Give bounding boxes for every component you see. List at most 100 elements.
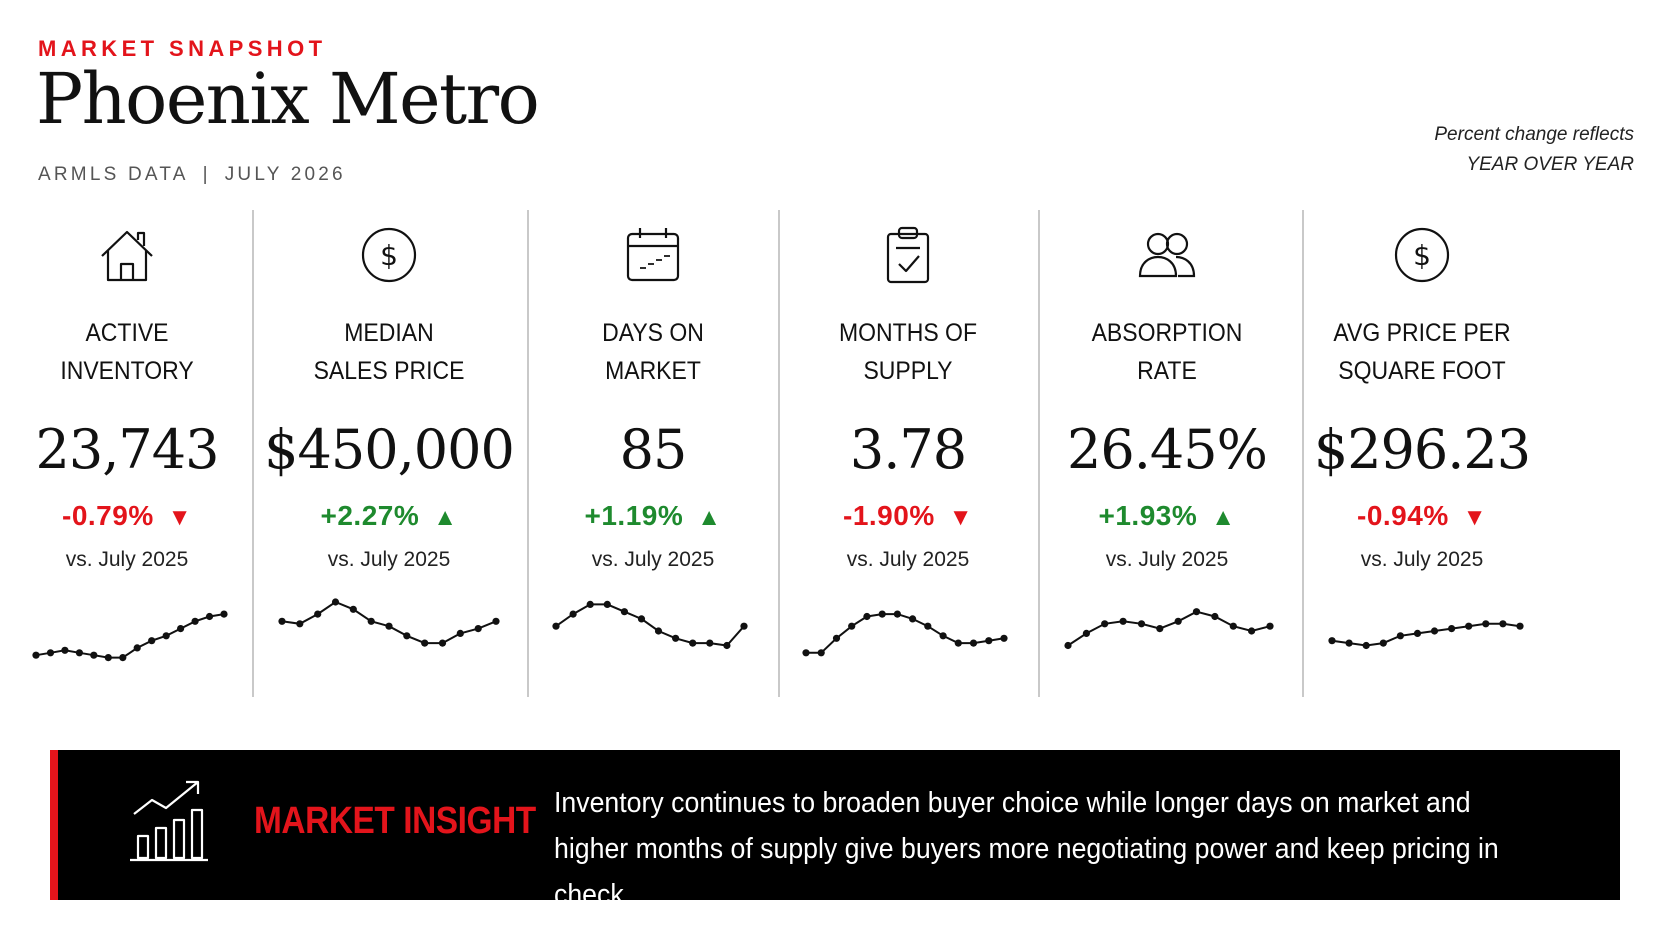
- sparkline-point: [969, 639, 978, 647]
- kpi-label: ACTIVE INVENTORY: [12, 314, 242, 390]
- kpi-card: MONTHS OF SUPPLY 3.78 -1.90% ▼ vs. July 2025: [783, 208, 1033, 700]
- kpi-comparison: vs. July 2025: [846, 548, 970, 571]
- sparkline-point: [1211, 612, 1219, 621]
- kpi-comparison: vs. July 2025: [1360, 548, 1484, 571]
- kpi-label: DAYS ON MARKET: [538, 314, 768, 390]
- sparkline-point: [75, 649, 83, 657]
- sparkline-point: [438, 639, 447, 647]
- divider: [1302, 210, 1304, 697]
- sparkline-point: [61, 646, 69, 654]
- sparkline-point: [1362, 641, 1370, 650]
- insight-heading: MARKET INSIGHT: [254, 800, 536, 842]
- trend-sparkline: [1064, 608, 1274, 650]
- sparkline-point: [314, 610, 322, 618]
- kpi-comparison: vs. July 2025: [591, 548, 715, 571]
- sparkline-point: [1379, 639, 1387, 647]
- sparkline-point: [46, 649, 55, 657]
- data-source: ARMLS DATA: [38, 164, 189, 185]
- sparkline-point: [1101, 620, 1109, 628]
- sparkline-line: [806, 613, 1005, 654]
- sparkline-point: [1499, 620, 1507, 628]
- kpi-value: 23,743: [35, 418, 220, 481]
- kpi-label-line: SALES PRICE: [313, 357, 465, 385]
- sparkline-point: [1448, 625, 1456, 633]
- arrow-down-icon: ▼: [167, 504, 192, 531]
- sparkline-point: [90, 651, 98, 659]
- subtitle: ARMLS DATA | JULY 2026: [38, 164, 346, 186]
- sparkline-point: [1345, 639, 1353, 647]
- sparkline-point: [569, 610, 577, 618]
- sparkline-point: [474, 625, 482, 633]
- subtitle-separator: |: [202, 164, 211, 185]
- sparkline-point: [220, 610, 228, 618]
- sparkline-point: [421, 639, 429, 647]
- svg-text:$: $: [1413, 239, 1431, 272]
- kpi-change: -1.90% ▼: [783, 500, 1033, 532]
- kpi-change: -0.79% ▼: [2, 500, 252, 532]
- sparkline-point: [148, 637, 156, 645]
- sparkline-point: [689, 639, 697, 647]
- kpi-change: +1.19% ▲: [528, 500, 778, 532]
- sparkline-point: [848, 622, 856, 630]
- sparkline-point: [832, 634, 841, 642]
- calendar-icon: [620, 222, 686, 288]
- kpi-card: $ MEDIAN SALES PRICE $450,000 +2.27% ▲ vs. Jul…: [264, 208, 515, 700]
- page-title: Phoenix Metro: [36, 58, 540, 140]
- kpi-comparison: vs. July 2025: [65, 548, 189, 571]
- kpi-label-line: MONTHS OF: [839, 319, 977, 347]
- kpi-row: ACTIVE INVENTORY 23,743 -0.79% ▼ vs. July 202…: [0, 208, 1672, 700]
- trend-sparkline: [552, 600, 748, 650]
- divider: [778, 210, 780, 697]
- sparkline-point: [706, 639, 714, 647]
- kpi-label-line: ABSORPTION: [1091, 319, 1243, 347]
- sparkline-point: [1248, 627, 1256, 635]
- sparkline-point: [1156, 625, 1164, 633]
- sparkline-point: [1266, 622, 1274, 630]
- dollar-circle-icon: $: [356, 222, 422, 288]
- comparison-note-line-1: Percent change reflects: [1434, 124, 1634, 145]
- sparkline-point: [456, 629, 464, 637]
- kpi-label-line: RATE: [1137, 357, 1197, 385]
- arrow-down-icon: ▼: [948, 504, 973, 531]
- arrow-up-icon: ▲: [1211, 504, 1236, 531]
- sparkline-point: [924, 622, 932, 630]
- kpi-label-line: ACTIVE: [85, 319, 169, 347]
- sparkline-point: [909, 615, 917, 623]
- sparkline-point: [331, 598, 340, 606]
- kpi-change-percent: +1.93%: [1098, 500, 1198, 531]
- trend-sparkline: [1328, 620, 1524, 650]
- kpi-value: 26.45%: [1067, 418, 1268, 481]
- sparkline-point: [349, 605, 357, 613]
- divider: [252, 210, 254, 697]
- kpi-change-percent: +2.27%: [320, 500, 420, 531]
- sparkline-point: [1465, 622, 1473, 630]
- kpi-comparison: vs. July 2025: [327, 548, 451, 571]
- kpi-change: -0.94% ▼: [1297, 500, 1547, 532]
- kpi-card: ACTIVE INVENTORY 23,743 -0.79% ▼ vs. July 202…: [2, 208, 252, 700]
- sparkline-point: [1174, 617, 1182, 625]
- sparkline-point: [1229, 622, 1237, 630]
- kpi-label-line: SQUARE FOOT: [1338, 357, 1506, 385]
- market-insight-banner: MARKET INSIGHT Inventory continues to br…: [50, 750, 1620, 911]
- svg-text:$: $: [380, 239, 398, 272]
- sparkline-point: [205, 612, 214, 621]
- arrow-down-icon: ▼: [1462, 504, 1487, 531]
- sparkline-point: [1119, 617, 1127, 625]
- kpi-label: MONTHS OF SUPPLY: [793, 314, 1023, 390]
- sparkline-point: [802, 649, 810, 657]
- kpi-label: AVG PRICE PER SQUARE FOOT: [1307, 314, 1537, 390]
- sparkline-point: [177, 625, 185, 633]
- eyebrow: MARKET SNAPSHOT: [38, 36, 327, 61]
- sparkline-point: [1192, 608, 1201, 616]
- trend-sparkline: [802, 610, 1008, 657]
- house-icon: [94, 222, 160, 288]
- kpi-change-percent: +1.19%: [584, 500, 684, 531]
- sparkline-point: [603, 600, 611, 608]
- sparkline-point: [620, 608, 628, 616]
- sparkline-point: [723, 641, 731, 650]
- sparkline-point: [1137, 620, 1146, 628]
- sparkline-point: [1000, 634, 1008, 642]
- kpi-change-percent: -0.79%: [62, 500, 154, 531]
- dollar-circle-icon: $: [1389, 222, 1455, 288]
- sparkline-line: [1331, 622, 1521, 647]
